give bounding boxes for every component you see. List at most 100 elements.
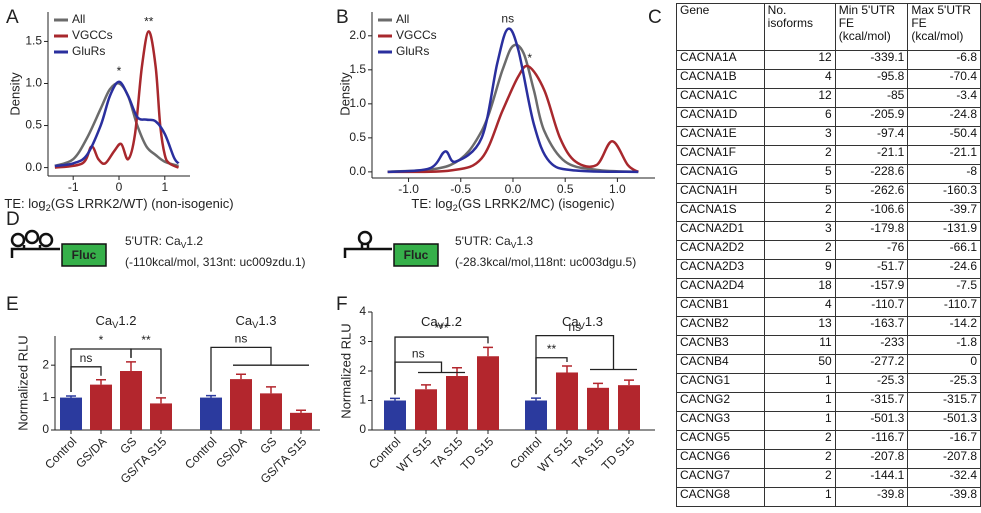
error-bar: [296, 409, 306, 413]
x-tick-label: TD S15: [599, 434, 638, 473]
table-cell: -6.8: [907, 50, 981, 70]
table-row: CACNA1S 2 -106.6 -39.7: [676, 202, 981, 222]
significance-label: **: [141, 333, 151, 347]
table-row: CACNA1E 3 -97.4 -50.4: [676, 126, 981, 146]
table-cell: -25.3: [907, 373, 981, 393]
table-cell: CACNG8: [676, 487, 765, 507]
error-bar: [156, 397, 166, 404]
table-cell: 6: [763, 107, 836, 127]
table-header-cell: Min 5'UTR FE (kcal/mol): [834, 3, 909, 51]
x-tick-label: GS/DA: [73, 434, 109, 470]
x-tick-label: Control: [182, 434, 219, 471]
text-part: Ca: [96, 313, 113, 328]
table-cell: -315.7: [834, 392, 909, 412]
table-cell: 9: [763, 259, 836, 279]
table-row: CACNA1G 5 -228.6 -8: [676, 164, 981, 184]
table-cell: -106.6: [834, 202, 909, 222]
table-cell: -50.4: [907, 126, 981, 146]
x-axis-label: TE: log2(GS LRRK2/WT) (non-isogenic): [4, 196, 233, 213]
text-part: Ca: [421, 314, 438, 329]
y-tick-label: 0.5: [25, 118, 42, 132]
legend-label: All: [396, 12, 409, 26]
y-axis-label: Density: [337, 72, 352, 116]
error-bar: [593, 382, 603, 388]
table-cell: -76: [834, 240, 909, 260]
table-cell: -51.7: [834, 259, 909, 279]
table-cell: CACNA2D3: [676, 259, 765, 279]
table-cell: CACNG6: [676, 449, 765, 469]
table-cell: -262.6: [834, 183, 909, 203]
bar: [230, 379, 252, 430]
table-cell: -8: [907, 164, 981, 184]
text-part: Ca: [562, 314, 579, 329]
error-bar: [266, 386, 276, 394]
table-cell: -39.7: [907, 202, 981, 222]
x-tick-label: 1: [161, 180, 168, 194]
bar: [587, 387, 609, 430]
table-cell: -32.4: [907, 468, 981, 488]
table-cell: 12: [763, 88, 836, 108]
bar: [556, 372, 578, 430]
table-cell: 1: [763, 487, 836, 507]
bar: [290, 412, 312, 430]
table-cell: -97.4: [834, 126, 909, 146]
error-bar: [236, 373, 246, 380]
table-cell: 3: [763, 221, 836, 241]
significance-label: **: [144, 14, 154, 28]
table-cell: -163.7: [834, 316, 909, 336]
construct-1-icon: [10, 229, 107, 267]
table-cell: CACNA1A: [676, 50, 765, 70]
table-cell: 2: [763, 468, 836, 488]
table-cell: -233: [834, 335, 909, 355]
table-cell: -207.8: [834, 449, 909, 469]
y-tick-label: 1: [359, 393, 366, 407]
table-row: CACNG6 2 -207.8 -207.8: [676, 449, 981, 469]
bar: [150, 403, 172, 430]
utr-detail: (-28.3kcal/mol,118nt: uc003dgu.5): [455, 255, 636, 269]
y-tick-label: 2: [359, 363, 366, 377]
y-tick-label: 0.0: [25, 160, 42, 174]
table-row: CACNB3 11 -233 -1.8: [676, 335, 981, 355]
table-cell: 2: [763, 449, 836, 469]
table-cell: 4: [763, 69, 836, 89]
significance-label: ns: [412, 346, 425, 360]
y-tick-label: 1.5: [349, 62, 366, 76]
table-cell: CACNG1: [676, 373, 765, 393]
x-tick-label: WT S15: [394, 434, 435, 475]
text-part: 1.2: [186, 234, 203, 248]
table-cell: -70.4: [907, 69, 981, 89]
table-cell: 11: [763, 335, 836, 355]
error-bar: [390, 397, 400, 401]
significance-label: **: [547, 342, 557, 356]
table-cell: CACNA1E: [676, 126, 765, 146]
significance-label: ns: [568, 320, 581, 334]
table-row: CACNG5 2 -116.7 -16.7: [676, 430, 981, 450]
density-line: [387, 27, 639, 174]
table-cell: CACNA1F: [676, 145, 765, 165]
table-cell: CACNG5: [676, 430, 765, 450]
gene-table: Gene No. isoforms Min 5'UTR FE (kcal/mol) M…: [676, 3, 981, 507]
table-row: CACNA1H 5 -262.6 -160.3: [676, 183, 981, 203]
table-cell: -39.8: [834, 487, 909, 507]
panel-label: E: [6, 294, 19, 315]
significance-bracket: [130, 348, 162, 394]
x-tick-label: 0.0: [505, 182, 522, 196]
table-cell: -24.8: [907, 107, 981, 127]
significance-bracket: [210, 346, 309, 392]
table-row: CACNG8 1 -39.8 -39.8: [676, 487, 981, 507]
text-part: (GS LRRK2/MC) (isogenic): [458, 196, 615, 211]
table-cell: 1: [763, 411, 836, 431]
significance-label: *: [117, 64, 122, 78]
y-tick-label: 4: [359, 304, 366, 318]
table-cell: CACNA1G: [676, 164, 765, 184]
legend-label: All: [72, 12, 85, 26]
table-row: CACNA1F 2 -21.1 -21.1: [676, 145, 981, 165]
text-part: TE: log: [4, 196, 45, 211]
x-tick-label: -1: [68, 180, 79, 194]
table-row: CACNB2 13 -163.7 -14.2: [676, 316, 981, 336]
table-cell: -501.3: [834, 411, 909, 431]
text-part: 1.3: [585, 314, 603, 329]
table-cell: CACNA1C: [676, 88, 765, 108]
x-tick-label: TD S15: [458, 434, 497, 473]
